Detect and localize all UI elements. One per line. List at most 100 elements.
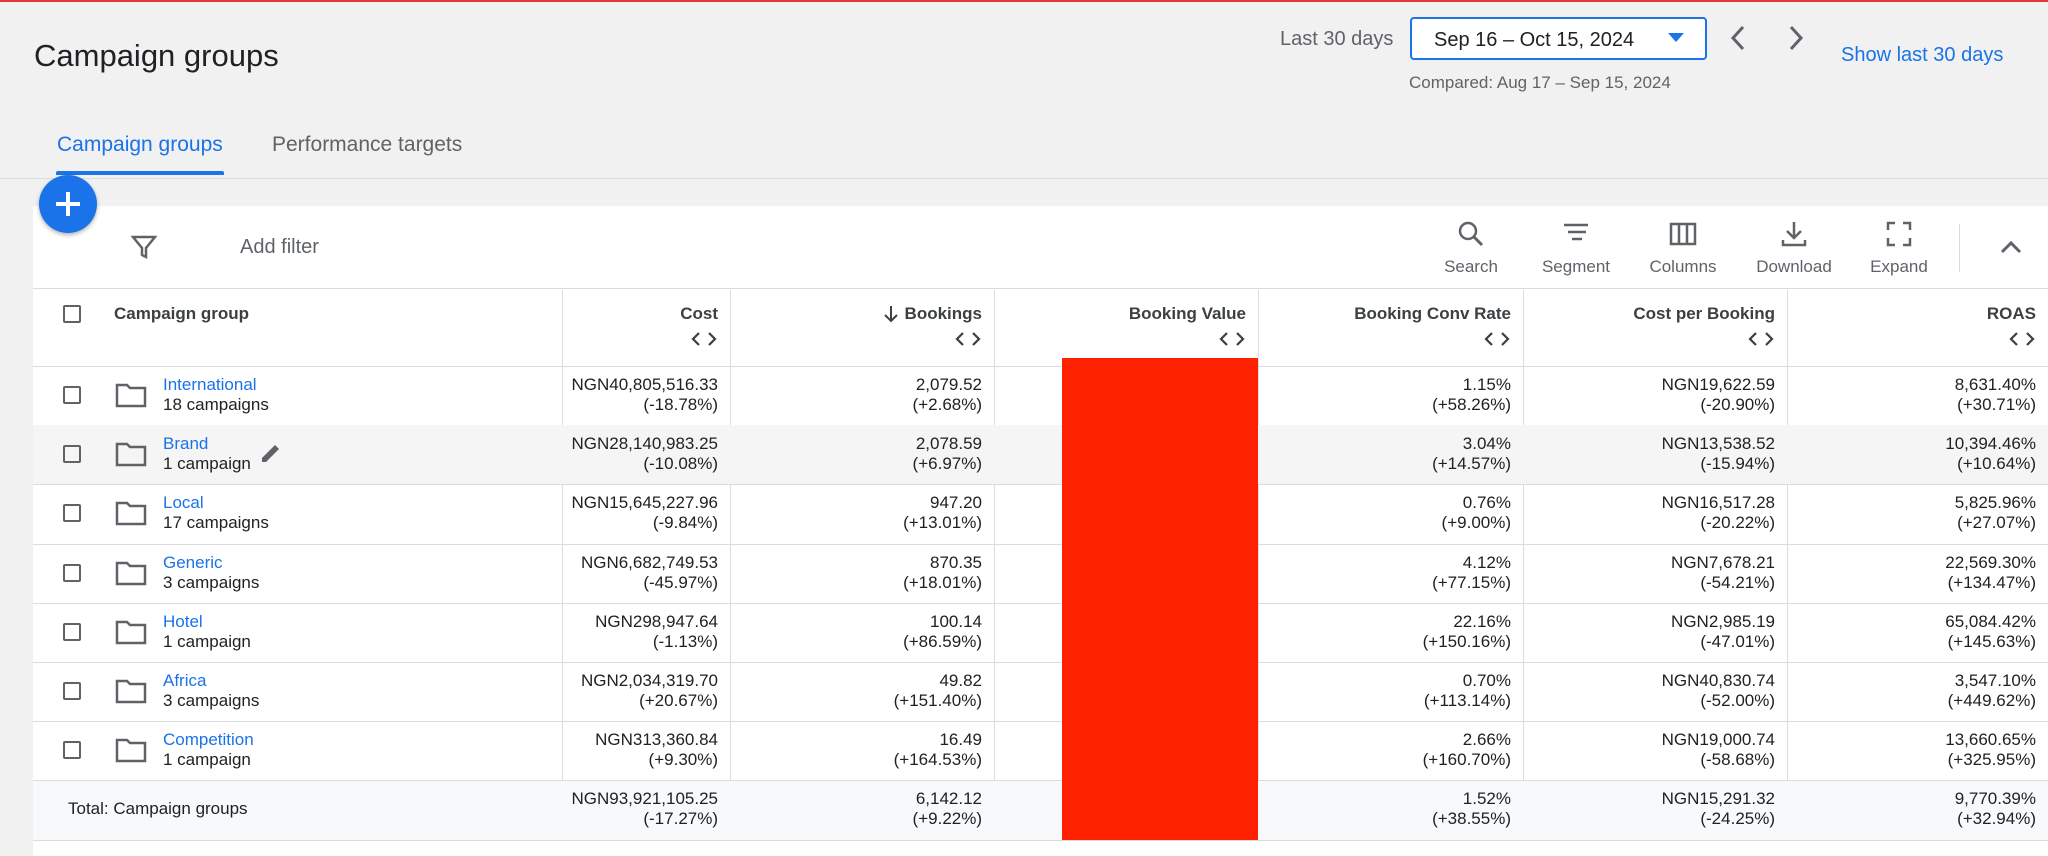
campaign-link[interactable]: Generic <box>163 552 223 572</box>
column-divider <box>1258 290 1259 840</box>
next-button[interactable] <box>1786 24 1806 52</box>
cell-change: (+150.16%) <box>1422 631 1511 651</box>
checkbox[interactable] <box>63 305 81 323</box>
checkbox[interactable] <box>63 445 81 464</box>
cell-value: 0.70% <box>1462 671 1511 690</box>
cell-change: (+9.30%) <box>648 750 718 770</box>
tab[interactable]: Performance targets <box>272 133 463 156</box>
column-header[interactable]: Cost per Booking <box>1633 304 1775 323</box>
divider <box>0 178 2048 179</box>
cell-value: NGN19,000.74 <box>1661 730 1775 750</box>
toolbar-icon[interactable] <box>1780 220 1808 248</box>
campaign-link[interactable]: Africa <box>163 671 207 690</box>
sort-arrows[interactable] <box>690 330 718 348</box>
cell-change: (+151.40%) <box>893 691 982 710</box>
add-filter[interactable]: Add filter <box>240 236 319 258</box>
cell-value: 1.52% <box>1462 789 1511 809</box>
cell-value: 6,142.12 <box>915 789 982 809</box>
column-header[interactable]: ROAS <box>1986 304 2036 323</box>
cell-change: (+86.59%) <box>903 631 982 651</box>
campaign-link[interactable]: International <box>163 375 257 394</box>
cell-value: NGN28,140,983.25 <box>571 434 719 454</box>
cell-value: 49.82 <box>939 671 982 690</box>
sort-arrows[interactable] <box>2008 330 2036 348</box>
collapse-button[interactable] <box>1998 234 2024 260</box>
edit-icon[interactable] <box>259 441 283 465</box>
sort-arrows[interactable] <box>1218 330 1246 348</box>
tab-active[interactable]: Campaign groups <box>57 133 223 156</box>
divider <box>33 288 2048 289</box>
checkbox[interactable] <box>63 563 81 582</box>
column-header[interactable]: Campaign group <box>114 304 250 323</box>
campaign-link[interactable]: Brand <box>163 434 209 454</box>
cell-change: (+77.15%) <box>1432 572 1511 592</box>
folder-icon <box>115 737 147 763</box>
folder-icon <box>115 382 147 408</box>
add-button[interactable] <box>39 175 97 233</box>
cell-change: (+164.53%) <box>893 750 982 770</box>
checkbox[interactable] <box>63 682 81 700</box>
prev-button[interactable] <box>1728 24 1748 52</box>
total-row <box>33 781 2048 841</box>
checkbox[interactable] <box>63 622 81 641</box>
cell-value: NGN15,291.32 <box>1661 789 1775 809</box>
cell-change: (+20.67%) <box>639 691 718 710</box>
cell-change: (+9.22%) <box>912 809 982 829</box>
toolbar-label[interactable]: Segment <box>1541 257 1611 276</box>
toolbar-icon[interactable] <box>1562 220 1590 248</box>
column-header[interactable]: Booking Conv Rate <box>1354 304 1511 323</box>
column-header[interactable]: Bookings <box>904 304 982 323</box>
toolbar-icon[interactable] <box>1885 220 1913 248</box>
cell-value: 5,825.96% <box>1954 493 2036 513</box>
date-range: Sep 16 – Oct 15, 2024 <box>1434 29 1635 51</box>
cell-change: (+18.01%) <box>903 572 982 592</box>
toolbar-label[interactable]: Search <box>1444 257 1498 276</box>
cell-value: 100.14 <box>930 611 982 631</box>
toolbar-label[interactable]: Columns <box>1649 257 1717 276</box>
sort-arrows[interactable] <box>954 330 982 348</box>
toolbar-icon[interactable] <box>1669 220 1697 248</box>
toolbar-divider <box>1959 224 1960 272</box>
sort-arrows[interactable] <box>1747 330 1775 348</box>
toolbar-label[interactable]: Download <box>1756 257 1832 276</box>
cell-change: (+449.62%) <box>1947 691 2036 710</box>
campaign-count: 1 campaign <box>163 454 251 474</box>
campaign-link[interactable]: Competition <box>163 730 254 750</box>
show-last-link[interactable]: Show last 30 days <box>1841 44 2004 66</box>
row-line <box>33 602 2048 604</box>
column-header[interactable]: Cost <box>680 304 718 323</box>
checkbox[interactable] <box>63 386 81 404</box>
checkbox[interactable] <box>63 504 81 523</box>
folder-icon <box>115 560 147 586</box>
cell-value: 13,660.65% <box>1945 730 2036 750</box>
column-header[interactable]: Booking Value <box>1128 304 1246 323</box>
cell-change: (+32.94%) <box>1957 809 2036 829</box>
campaign-count: 1 campaign <box>163 750 251 770</box>
toolbar-label[interactable]: Expand <box>1870 257 1928 276</box>
cell-value: 65,084.42% <box>1945 611 2036 631</box>
campaign-link[interactable]: Hotel <box>163 611 203 631</box>
column-divider <box>730 290 731 840</box>
cell-change: (+58.26%) <box>1432 395 1511 414</box>
cell-value: NGN13,538.52 <box>1661 434 1775 454</box>
checkbox[interactable] <box>63 741 81 760</box>
cell-value: 3,547.10% <box>1954 671 2036 690</box>
column-divider <box>994 290 995 840</box>
sort-icon <box>882 304 900 324</box>
cell-value: NGN7,678.21 <box>1671 552 1775 572</box>
tab-indicator <box>56 171 224 175</box>
date-picker[interactable]: Sep 16 – Oct 15, 2024 <box>1410 17 1707 60</box>
sort-arrows[interactable] <box>1483 330 1511 348</box>
campaign-count: 18 campaigns <box>163 395 269 414</box>
cell-value: NGN19,622.59 <box>1661 375 1775 394</box>
filter-icon[interactable] <box>131 234 157 260</box>
folder-icon <box>115 500 147 526</box>
cell-value: NGN40,830.74 <box>1661 671 1775 690</box>
row-line <box>33 780 2048 782</box>
campaign-link[interactable]: Local <box>163 493 204 513</box>
cell-change: (+13.01%) <box>903 513 982 533</box>
campaign-count: 17 campaigns <box>163 513 269 533</box>
toolbar-icon[interactable] <box>1457 220 1485 248</box>
dropdown-icon <box>1668 33 1684 42</box>
